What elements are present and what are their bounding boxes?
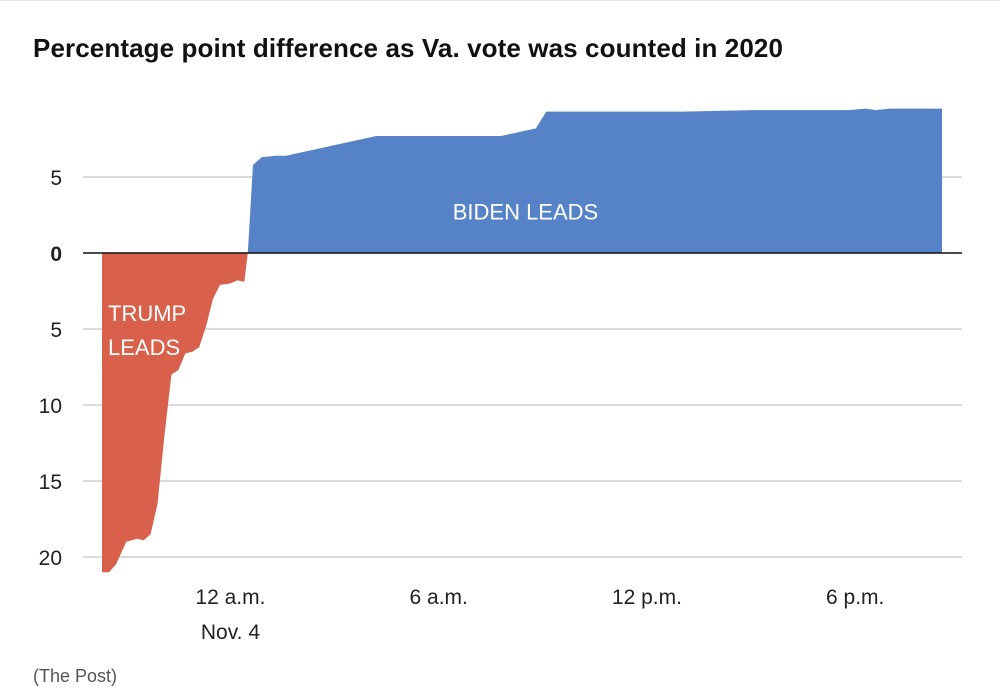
x-tick-sublabel: Nov. 4 xyxy=(201,621,260,644)
y-tick-label: 5 xyxy=(50,167,62,190)
trump-lead-area xyxy=(102,253,248,573)
biden-leads-annotation: BIDEN LEADS xyxy=(453,200,599,225)
y-tick-label: 20 xyxy=(39,547,62,570)
x-tick-label: 6 a.m. xyxy=(410,586,468,609)
y-tick-label: 5 xyxy=(50,319,62,342)
y-tick-label: 0 xyxy=(50,243,62,266)
biden-lead-area xyxy=(247,108,942,253)
y-tick-label: 10 xyxy=(39,395,62,418)
trump-leads-annotation: TRUMP xyxy=(108,301,186,326)
x-tick-label: 6 p.m. xyxy=(826,586,884,609)
y-tick-label: 15 xyxy=(39,471,62,494)
trump-leads-annotation: LEADS xyxy=(108,335,180,360)
chart-title: Percentage point difference as Va. vote … xyxy=(33,33,784,63)
x-tick-label: 12 a.m. xyxy=(195,586,265,609)
x-tick-label: 12 p.m. xyxy=(612,586,682,609)
source-credit: (The Post) xyxy=(33,666,118,686)
